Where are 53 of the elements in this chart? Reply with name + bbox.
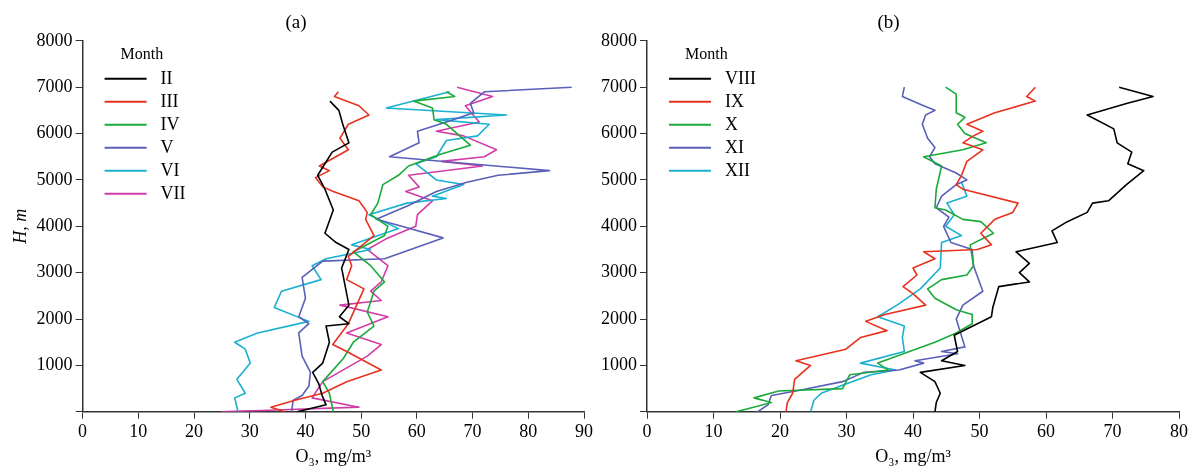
legend-label: III (160, 90, 179, 111)
y-tick-label: 5000 (601, 168, 637, 189)
y-tick-label: 8000 (601, 29, 637, 50)
y-tick-label: 1000 (601, 354, 637, 375)
x-tick-label: 50 (970, 421, 989, 442)
chart-title: (a) (285, 11, 307, 34)
y-tick-label: 2000 (601, 307, 637, 328)
x-tick-label: 20 (185, 421, 204, 442)
legend-label: V (160, 136, 174, 157)
x-axis-title: O₃, mg/m³ (295, 445, 372, 466)
y-tick-label: 7000 (36, 75, 73, 96)
x-tick-label: 0 (78, 421, 88, 442)
y-tick-label: 4000 (36, 215, 73, 236)
y-tick-label: 1000 (36, 354, 73, 375)
x-tick-label: 70 (463, 421, 482, 442)
x-axis-title: O₃, mg/m³ (875, 445, 952, 466)
legend-label: VII (160, 182, 186, 203)
x-tick-label: 60 (1037, 421, 1055, 442)
y-tick-label: 2000 (36, 307, 73, 328)
y-tick-label: 7000 (601, 75, 637, 96)
x-tick-label: 80 (519, 421, 538, 442)
legend-label: VI (160, 159, 180, 180)
y-tick-label: 8000 (36, 29, 73, 50)
y-tick-label: 3000 (36, 261, 73, 282)
legend-label: IX (725, 90, 744, 111)
x-tick-label: 90 (575, 421, 593, 442)
x-tick-label: 80 (1170, 421, 1188, 442)
legend-label: X (725, 113, 738, 134)
x-tick-label: 20 (771, 421, 789, 442)
y-tick-label: 6000 (36, 122, 73, 143)
x-tick-label: 60 (407, 421, 426, 442)
chart-title: (b) (877, 11, 900, 34)
legend-title: Month (685, 45, 728, 62)
x-tick-label: 0 (642, 421, 652, 442)
y-axis-title: H, m (9, 208, 30, 245)
x-tick-label: 40 (904, 421, 922, 442)
legend-label: VIII (725, 67, 756, 88)
x-tick-label: 70 (1103, 421, 1122, 442)
x-tick-label: 50 (352, 421, 371, 442)
y-tick-label: 6000 (601, 122, 637, 143)
y-tick-label: 3000 (601, 261, 637, 282)
legend-label: II (160, 67, 173, 88)
legend-label: XI (725, 136, 744, 157)
x-tick-label: 30 (240, 421, 259, 442)
legend-label: XII (725, 159, 750, 180)
legend-title: Month (120, 45, 164, 62)
x-tick-label: 10 (129, 421, 148, 442)
y-tick-label: 5000 (36, 168, 73, 189)
x-tick-label: 30 (837, 421, 856, 442)
legend-label: IV (160, 113, 180, 134)
x-tick-label: 40 (296, 421, 315, 442)
x-tick-label: 10 (704, 421, 723, 442)
y-tick-label: 4000 (601, 215, 637, 236)
